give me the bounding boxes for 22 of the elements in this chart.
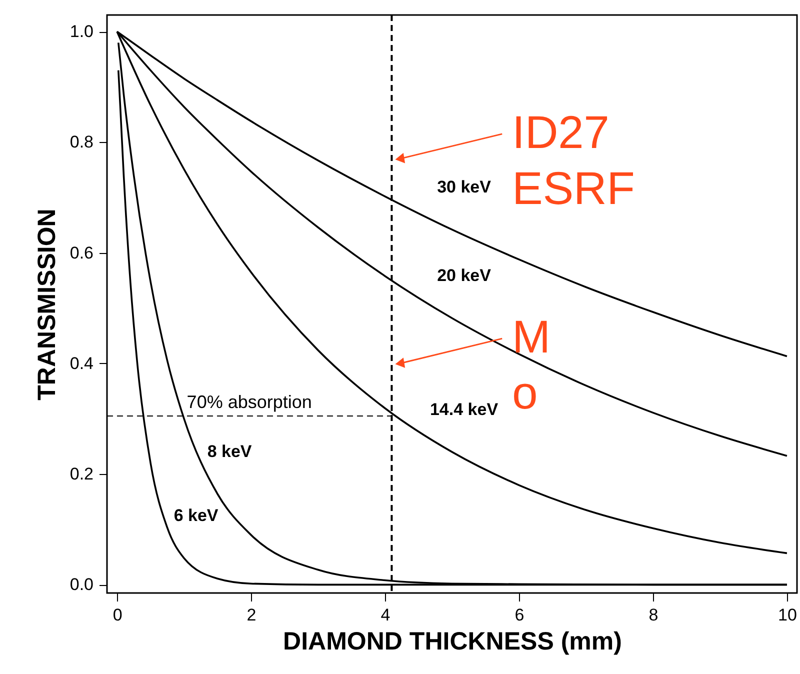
ref-line-label: 70% absorption (186, 392, 312, 412)
annotation: 8 keV (207, 442, 252, 461)
y-tick-label: 0.6 (70, 243, 94, 262)
annotation: ID27 ESRF (512, 106, 635, 214)
annotation: M o (512, 310, 550, 419)
y-tick-label: 0.8 (70, 132, 94, 152)
y-tick-label: 0.4 (70, 354, 94, 373)
annotation: 6 keV (174, 506, 219, 526)
x-tick-label: 4 (380, 606, 390, 624)
y-axis-title: TRANSMISSION (32, 208, 61, 400)
y-tick-label: 0.0 (70, 575, 94, 594)
annotation: 14.4 keV (430, 400, 499, 419)
x-axis-title: DIAMOND THICKNESS (mm) (283, 628, 622, 656)
x-tick-label: 2 (246, 606, 256, 624)
x-tick-label: 8 (648, 606, 658, 624)
y-tick-label: 1.0 (70, 22, 94, 42)
x-tick-label: 10 (778, 606, 797, 624)
annotation: 30 keV (437, 178, 492, 197)
y-tick-label: 0.2 (70, 464, 94, 484)
x-tick-label: 6 (514, 606, 524, 624)
annotation: 20 keV (437, 266, 492, 286)
x-tick-label: 0 (112, 606, 122, 624)
